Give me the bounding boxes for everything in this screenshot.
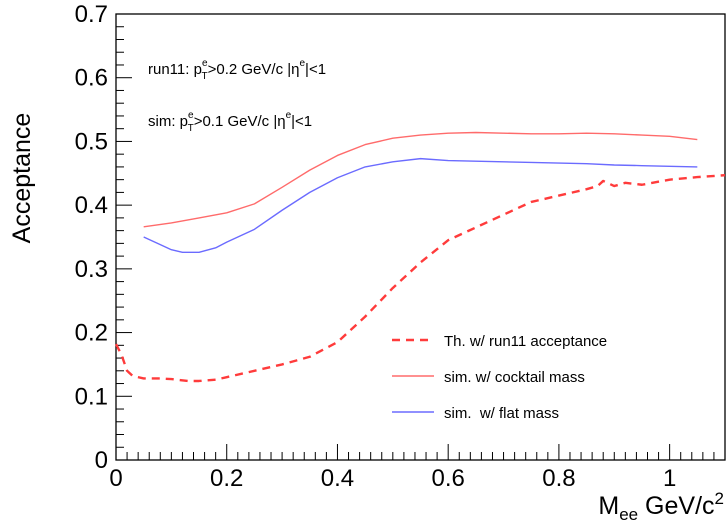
y-tick-label: 0.2	[75, 320, 108, 347]
x-tick-label: 0.2	[210, 465, 243, 492]
x-tick-label: 0.8	[542, 465, 575, 492]
y-tick-label: 0.4	[75, 192, 108, 219]
plot-frame	[115, 13, 726, 461]
series-line-1	[143, 131, 698, 228]
y-ticks	[116, 13, 132, 461]
legend-label-flat: sim. w/ flat mass	[444, 405, 559, 422]
legend-entry-cocktail: sim. w/ cocktail mass	[392, 369, 585, 386]
sim-cut-note: sim: pe T>0.1 GeV/c |ηe|<1	[148, 110, 312, 134]
legend-entry-flat: sim. w/ flat mass	[392, 405, 559, 422]
y-tick-label: 0.5	[75, 128, 108, 155]
series-line-0	[114, 174, 726, 383]
x-tick-label: 0	[109, 465, 122, 492]
x-axis-title: Mee GeV/c2	[598, 489, 724, 524]
x-ticks	[115, 444, 726, 460]
x-tick-labels: 0 0.2 0.4 0.6 0.8 1	[109, 465, 676, 492]
y-tick-labels: 0 0.1 0.2 0.3 0.4 0.5 0.6 0.7	[75, 1, 108, 474]
y-axis-title: Acceptance	[8, 113, 36, 244]
legend-label-cocktail: sim. w/ cocktail mass	[444, 369, 585, 386]
y-tick-label: 0	[95, 447, 108, 474]
y-tick-label: 0.7	[75, 1, 108, 28]
legend-entry-theory: Th. w/ run11 acceptance	[392, 333, 607, 350]
y-tick-label: 0.6	[75, 65, 108, 92]
x-tick-label: 0.4	[321, 465, 354, 492]
series-line-2	[143, 157, 698, 253]
y-tick-label: 0.1	[75, 383, 108, 410]
x-tick-label: 1	[663, 465, 676, 492]
legend: Th. w/ run11 acceptance sim. w/ cocktail…	[392, 333, 607, 422]
legend-label-theory: Th. w/ run11 acceptance	[444, 333, 607, 350]
y-tick-label: 0.3	[75, 256, 108, 283]
x-tick-label: 0.6	[431, 465, 464, 492]
series-layer	[114, 131, 726, 383]
run11-cut-note: run11: pe T>0.2 GeV/c |ηe|<1	[148, 58, 326, 82]
